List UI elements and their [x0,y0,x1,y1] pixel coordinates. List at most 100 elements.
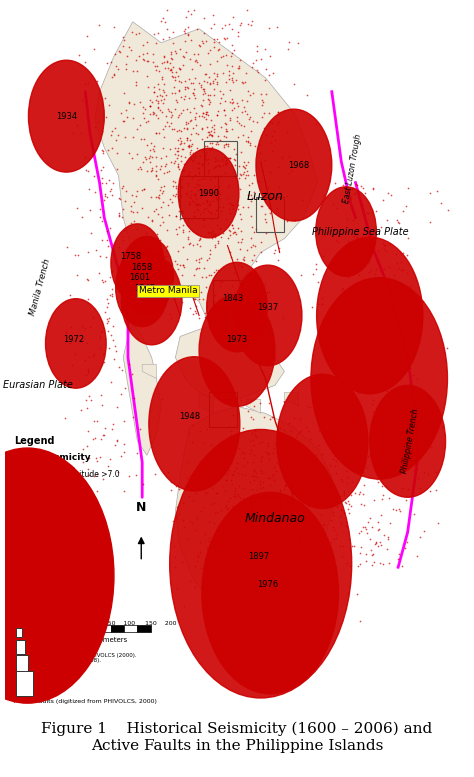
Point [221,159,228,171]
Point [125,250,133,263]
Point [186,139,193,152]
Point [320,189,328,201]
Point [332,267,339,279]
Point [151,145,158,158]
Point [236,183,244,196]
Point [239,536,246,549]
Point [372,263,379,276]
Point [283,531,290,544]
Point [337,301,344,314]
Point [261,502,269,514]
Point [143,165,150,177]
Point [148,96,155,108]
Circle shape [116,249,169,326]
Text: 0  25 50    100     150    200: 0 25 50 100 150 200 [90,621,176,625]
Point [199,270,206,283]
Point [340,489,347,501]
Point [90,311,97,323]
Point [233,507,240,519]
Point [78,93,86,106]
Point [157,15,164,27]
Point [283,452,291,465]
Point [229,201,237,214]
Point [213,70,220,82]
Point [225,495,232,507]
Point [282,479,290,492]
Point [152,152,159,164]
Point [271,499,279,511]
Point [115,192,123,204]
Point [225,502,232,514]
Point [213,154,220,166]
Point [257,482,265,494]
Point [212,171,219,183]
Point [85,451,92,464]
Point [191,581,199,594]
Point [252,467,259,479]
Point [293,475,301,487]
Point [122,185,130,197]
Point [281,480,289,493]
Point [144,54,152,67]
Point [222,124,230,136]
Point [242,533,250,545]
Point [220,467,228,479]
Circle shape [46,298,106,388]
Point [137,133,145,145]
Point [173,96,181,108]
Point [222,474,230,486]
Point [389,294,397,307]
Point [309,472,316,485]
Point [364,207,372,219]
Point [179,206,187,218]
Point [296,576,303,588]
Point [248,254,255,267]
Point [369,394,377,406]
Point [205,152,212,165]
Point [122,62,129,75]
Point [223,156,231,169]
Point [240,101,248,113]
Point [141,103,149,115]
Point [134,185,141,197]
Point [227,50,235,62]
Point [313,521,321,534]
Point [173,94,180,106]
Point [337,329,345,341]
Point [257,89,265,101]
Point [100,348,107,361]
Point [421,437,428,450]
Point [294,510,301,522]
Point [225,72,233,85]
Point [127,200,135,212]
Point [266,570,274,582]
Point [145,211,152,224]
Point [205,47,212,60]
Point [176,213,184,225]
Point [254,583,261,595]
Point [303,89,311,101]
Point [233,457,241,469]
Point [205,197,212,210]
Point [220,513,228,525]
Point [220,104,228,117]
Point [148,251,155,263]
Point [93,75,100,87]
Point [152,170,159,183]
Point [222,138,229,150]
Point [289,165,296,177]
Point [215,535,222,547]
Point [113,162,120,175]
Point [139,48,147,61]
Point [380,282,387,294]
Point [255,175,263,187]
Point [348,445,356,458]
Point [312,540,320,552]
Point [200,144,207,156]
Point [380,331,388,343]
Point [349,267,357,279]
Point [380,263,388,275]
Point [319,518,327,531]
Point [370,556,377,568]
Point [155,192,163,204]
